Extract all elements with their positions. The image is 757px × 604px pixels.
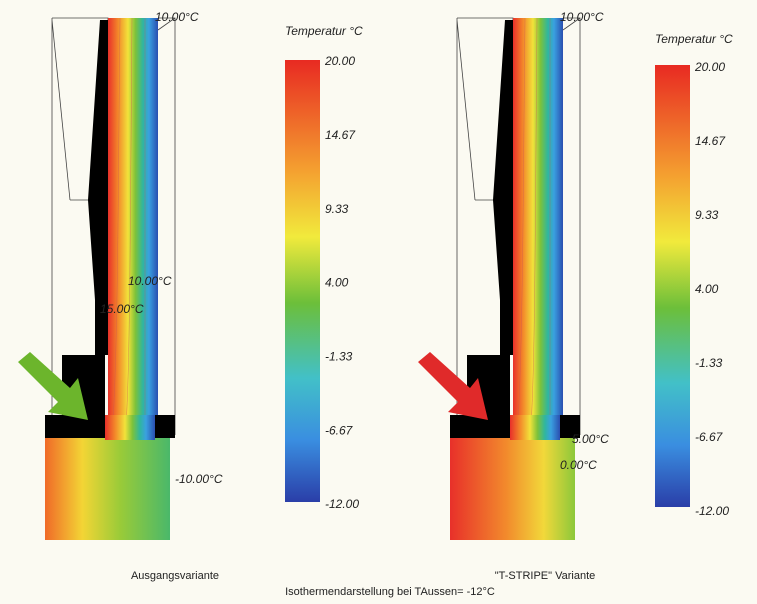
scale-label: 20.00 <box>694 60 725 74</box>
scale-label: 20.00 <box>324 54 355 68</box>
isotherm-label: 0.00°C <box>560 458 597 472</box>
scale-label: 9.33 <box>695 208 719 222</box>
scale-label: -1.33 <box>325 350 353 364</box>
scale-label: 4.00 <box>695 282 719 296</box>
scale-label: -12.00 <box>325 497 359 511</box>
footer: Isothermendarstellung bei TAussen= -12°C <box>285 586 495 598</box>
isotherm-label: 10.00°C <box>155 10 199 24</box>
scale-label: -1.33 <box>695 356 723 370</box>
scale-label: -6.67 <box>325 423 354 437</box>
wall-base <box>510 415 560 440</box>
color-bar <box>285 60 320 502</box>
scale-title: Temperatur °C <box>655 32 733 46</box>
wall-base <box>105 415 155 440</box>
caption: Ausgangsvariante <box>131 570 219 582</box>
scale-label: 14.67 <box>695 134 726 148</box>
wall-section <box>44 17 176 441</box>
scale-label: -6.67 <box>695 430 724 444</box>
caption: "T-STRIPE" Variante <box>495 570 596 582</box>
isotherm-label: 10.00°C <box>560 10 604 24</box>
scale-label: 9.33 <box>325 202 349 216</box>
scale-title: Temperatur °C <box>285 24 363 38</box>
foundation <box>450 438 575 540</box>
arrow <box>418 352 488 420</box>
scale-label: 4.00 <box>325 276 349 290</box>
labels: Temperatur °C Temperatur °C 10.00°C 10.0… <box>100 10 733 598</box>
isotherm-label: 15.00°C <box>100 302 144 316</box>
foundation <box>45 438 170 540</box>
color-bar <box>655 65 690 507</box>
isotherm-label: 10.00°C <box>128 274 172 288</box>
isotherm-label: -10.00°C <box>175 472 223 486</box>
wall-section <box>449 17 581 441</box>
arrow <box>18 352 88 420</box>
scale-label: -12.00 <box>695 504 729 518</box>
isotherm-label: 5.00°C <box>572 432 609 446</box>
scale-label: 14.67 <box>325 128 356 142</box>
